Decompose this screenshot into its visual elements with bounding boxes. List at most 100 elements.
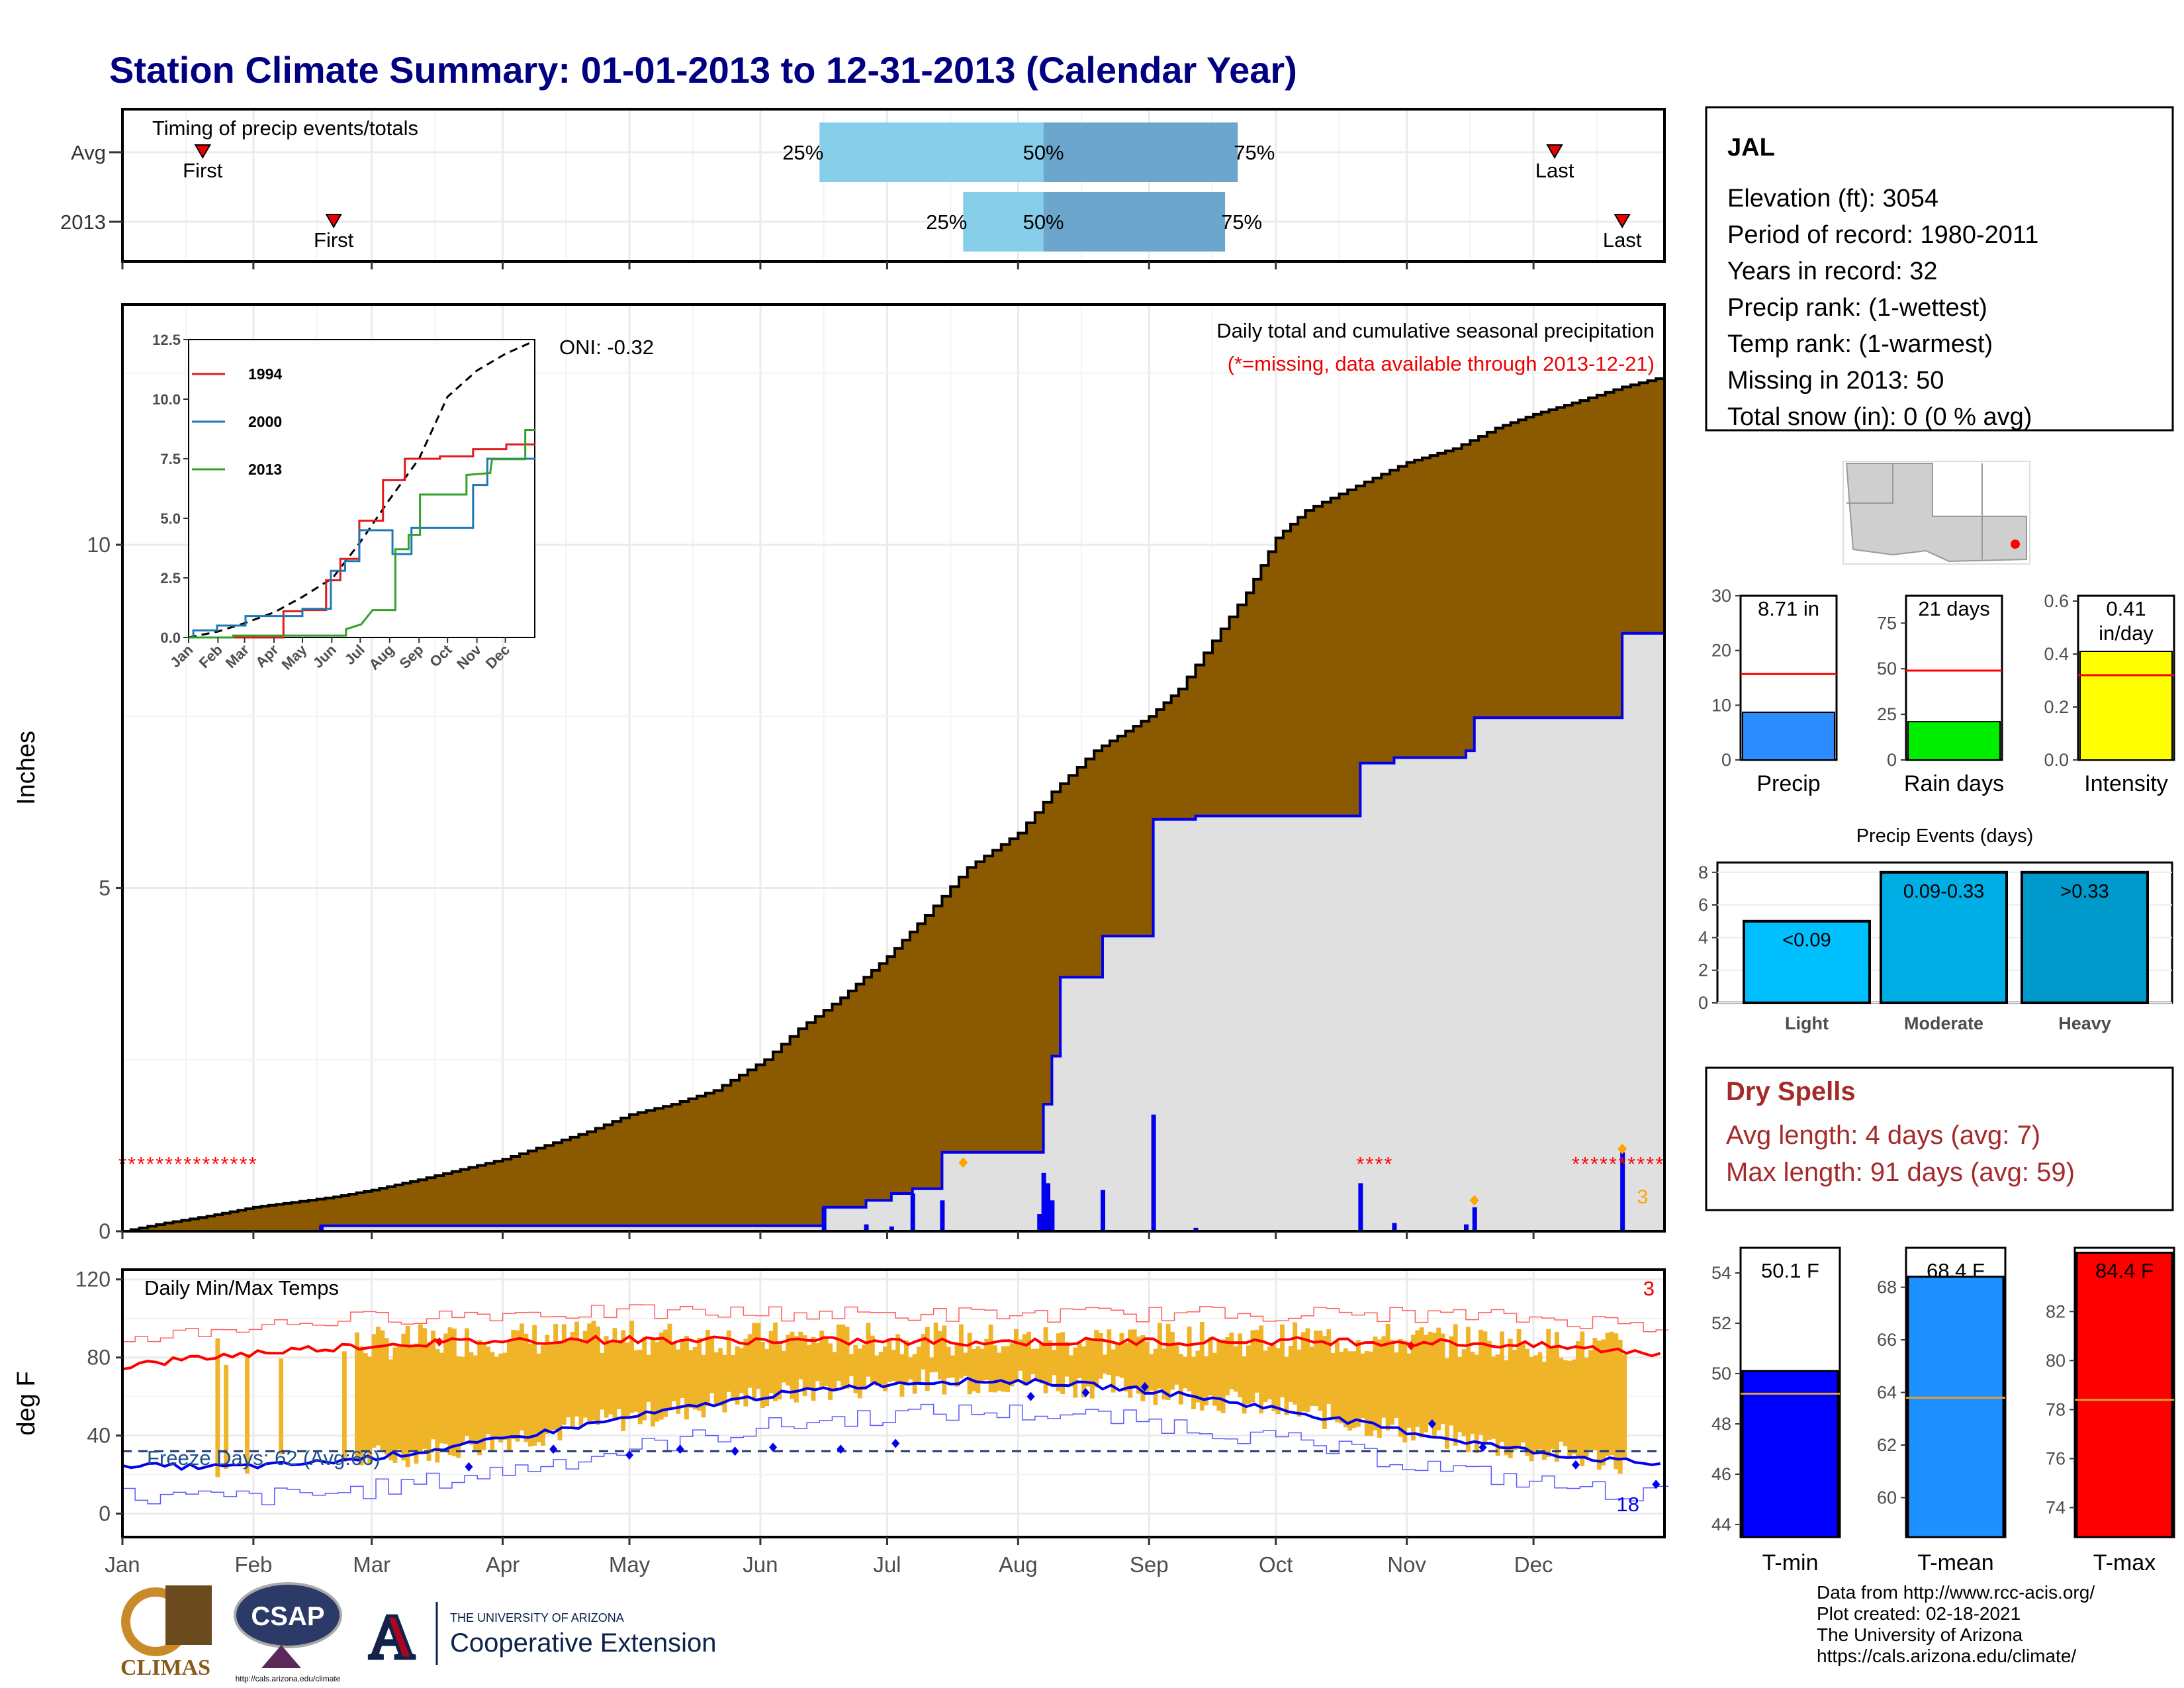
daily-temp-bar	[726, 1330, 731, 1392]
inset-series-line	[189, 428, 535, 639]
daily-temp-bar	[1204, 1356, 1209, 1405]
daily-temp-bar	[1030, 1348, 1036, 1374]
daily-temp-bar	[1263, 1350, 1268, 1402]
daily-temp-bar	[465, 1328, 469, 1436]
daily-temp-bar	[1165, 1323, 1171, 1400]
daily-temp-bar	[1360, 1353, 1365, 1419]
daily-temp-bar	[1208, 1336, 1213, 1396]
temp-bar-y-tick: 68	[1877, 1278, 1897, 1297]
daily-temp-bar	[1242, 1356, 1247, 1414]
daily-temp-bar	[650, 1337, 655, 1427]
missing-asterisk: *	[1627, 1153, 1635, 1175]
events-bar	[1743, 919, 1871, 1004]
daily-temp-bar	[536, 1353, 541, 1442]
daily-temp-bar	[1115, 1344, 1120, 1377]
record-min-marker	[625, 1450, 634, 1460]
ua-big-text: Cooperative Extension	[450, 1628, 716, 1658]
daily-temp-bar	[1449, 1336, 1454, 1426]
missing-asterisk: *	[156, 1153, 163, 1175]
y-tick-label: 80	[87, 1346, 111, 1370]
daily-temp-bar	[1381, 1336, 1387, 1418]
daily-temp-bar	[1297, 1349, 1302, 1417]
daily-temp-bar	[431, 1331, 435, 1440]
missing-asterisk: *	[1375, 1153, 1383, 1175]
daily-precip-bar	[910, 1193, 915, 1231]
summary-bar-label: Rain days	[1904, 771, 2004, 796]
events-y-tick: 6	[1698, 895, 1708, 915]
daily-temp-bar	[405, 1325, 410, 1468]
daily-temp-bar	[414, 1343, 419, 1464]
daily-temp-bar	[392, 1347, 398, 1463]
daily-temp-bar	[418, 1324, 423, 1454]
daily-temp-bar	[371, 1334, 377, 1448]
daily-temp-bar	[435, 1348, 440, 1463]
daily-temp-bar	[616, 1340, 621, 1409]
daily-temp-bar	[908, 1357, 913, 1380]
daily-temp-bar	[676, 1349, 681, 1414]
station-location-dot	[2011, 539, 2020, 549]
record-min-marker	[465, 1462, 473, 1472]
record-min-marker	[731, 1446, 739, 1456]
daily-precip-bar	[1151, 1114, 1156, 1231]
timing-bar-25-50	[963, 192, 1044, 252]
daily-temp-bar	[1516, 1329, 1522, 1448]
inset-y-tick: 7.5	[160, 451, 181, 467]
daily-temp-bar	[426, 1342, 432, 1462]
events-title: Precip Events (days)	[1856, 825, 2034, 847]
timing-row-label: Avg	[71, 141, 106, 164]
daily-temp-bar	[1123, 1342, 1128, 1392]
y-tick-label: 40	[87, 1424, 111, 1448]
daily-temp-bar	[506, 1342, 512, 1452]
daily-temp-bar	[600, 1352, 605, 1410]
month-tick-label: Feb	[234, 1552, 272, 1577]
daily-temp-bar	[979, 1348, 985, 1382]
month-axis: Jan Feb Mar Apr May Jun Jul Aug Sep Oct Nov Dec	[105, 1537, 1553, 1577]
daily-temp-bar	[1330, 1352, 1336, 1419]
daily-temp-bar	[1233, 1346, 1238, 1392]
missing-asterisk: *	[137, 1153, 145, 1175]
daily-temp-bar	[925, 1327, 930, 1391]
credit-line: Plot created: 02-18-2021	[1817, 1603, 2021, 1624]
summary-y-tick: 0	[1887, 750, 1897, 770]
temp-bar-y-tick: 78	[2046, 1399, 2066, 1419]
daily-temp-bar	[819, 1331, 825, 1389]
climas-icon-block	[165, 1585, 212, 1645]
missing-asterisk: *	[1609, 1153, 1617, 1175]
daily-temp-bar	[701, 1354, 706, 1418]
daily-temp-bar	[1394, 1352, 1399, 1419]
daily-temp-bar	[713, 1352, 719, 1407]
daily-temp-bar	[1288, 1346, 1293, 1402]
temp-bar	[1741, 1370, 1839, 1538]
daily-temp-bar	[790, 1331, 795, 1399]
temps-frame	[121, 1268, 1666, 1538]
daily-temp-bar	[1026, 1331, 1031, 1383]
inset-y-tick: 5.0	[160, 510, 181, 527]
daily-temp-bar	[1039, 1342, 1044, 1383]
daily-temp-bar	[1584, 1357, 1589, 1458]
daily-temp-bar	[608, 1341, 613, 1415]
daily-temp-bar	[1377, 1339, 1382, 1438]
csap-cloud-icon	[234, 1582, 342, 1648]
daily-temp-bar	[451, 1329, 457, 1456]
events-bar-range: 0.09-0.33	[1903, 881, 1985, 902]
daily-temp-bar	[984, 1338, 989, 1380]
missing-asterisk: *	[1600, 1153, 1608, 1175]
dry-max-line: Max length: 91 days (avg: 59)	[1726, 1158, 2075, 1187]
daily-temp-bar	[764, 1348, 770, 1407]
daily-temp-bar	[997, 1352, 1002, 1391]
events-bar-range: >0.33	[2060, 881, 2109, 902]
events-bar	[1880, 870, 2008, 1004]
summary-bar-label: Intensity	[2084, 771, 2168, 796]
month-tick-label: Jun	[743, 1552, 778, 1577]
daily-temp-bar	[1335, 1341, 1340, 1423]
dry-frame	[1705, 1066, 2174, 1211]
daily-temp-bar	[1275, 1348, 1281, 1415]
summary-y-tick: 25	[1877, 704, 1897, 724]
inset-y-tick: 12.5	[152, 332, 181, 348]
daily-temp-bar	[950, 1355, 956, 1378]
daily-temp-bar	[1465, 1327, 1471, 1452]
daily-precip-bar	[889, 1226, 894, 1231]
daily-temp-bar	[870, 1335, 875, 1384]
daily-temp-bar	[786, 1335, 791, 1386]
month-tick-label: Oct	[1259, 1552, 1293, 1577]
